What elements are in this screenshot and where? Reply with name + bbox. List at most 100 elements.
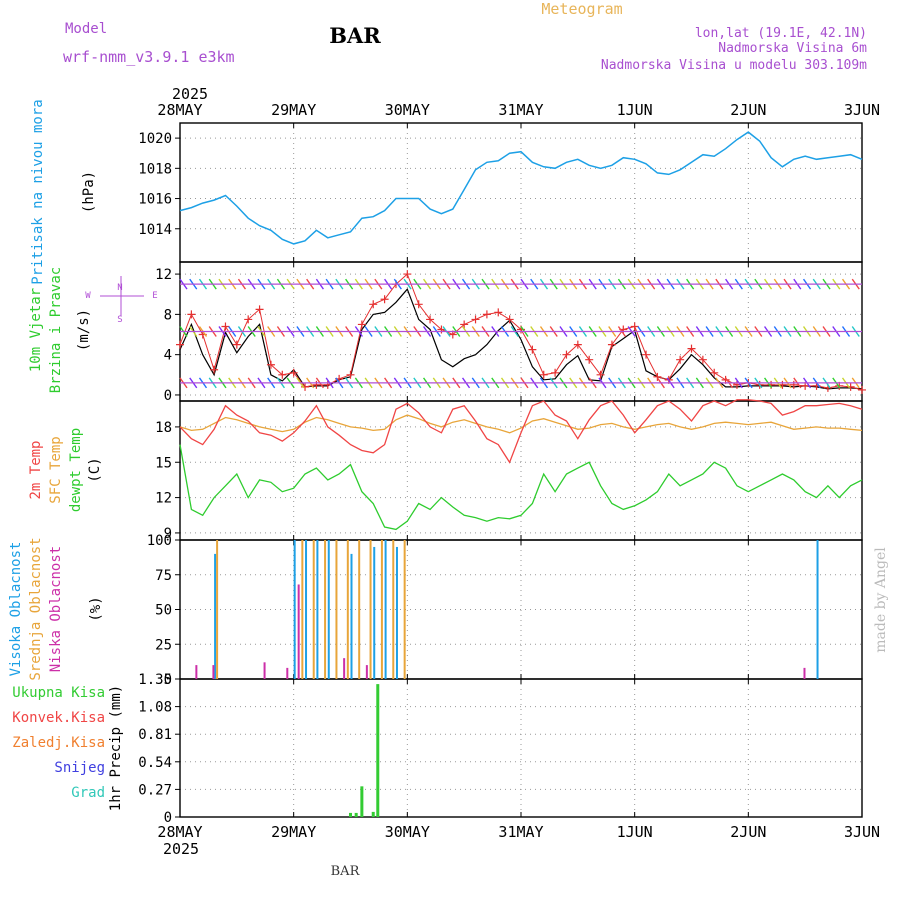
model-name: wrf-nmm_v3.9.1 e3km <box>63 48 235 66</box>
y-tick-label: 15 <box>155 455 172 471</box>
y-tick-label: 4 <box>164 348 172 364</box>
cloud-bar <box>369 540 372 679</box>
precip-legend-item: Zaledj.Kisa <box>12 735 105 751</box>
wind-gust-marker <box>687 344 696 353</box>
cloud-low-ylabel: Niska Oblacnost <box>48 546 64 672</box>
y-tick-label: 1016 <box>138 192 172 208</box>
cloud-bar <box>216 540 219 679</box>
pressure-line <box>179 131 863 245</box>
y-tick-label: 18 <box>155 420 172 436</box>
cloud-bar <box>358 540 361 679</box>
sfc-temp-ylabel: SFC Temp <box>48 436 64 503</box>
wind-gust-marker <box>676 355 685 364</box>
cloud-bar <box>312 540 315 679</box>
wind-gust-marker <box>403 270 412 279</box>
y-tick-label: 9 <box>164 526 172 542</box>
elevation-label: Nadmorska Visina 6m <box>718 41 867 56</box>
wind-ylabel-1: 10m Vjetar <box>28 288 44 372</box>
precip-bar <box>360 786 364 817</box>
x-tick-label-bottom: 2JUN <box>730 823 766 841</box>
x-tick-label-top: 1JUN <box>617 101 653 119</box>
y-tick-label: 0.54 <box>138 755 172 771</box>
cloud-bar <box>212 665 215 679</box>
x-tick-label-top: 31MAY <box>498 101 543 119</box>
x-tick-label-top: 28MAY <box>157 101 202 119</box>
wind-dir-west: W <box>85 291 91 301</box>
wind-gust-marker <box>221 322 230 331</box>
y-tick-label: 0.27 <box>138 782 172 798</box>
wind-gust-marker <box>426 315 435 324</box>
x-tick-label-bottom: 3JUN <box>844 823 880 841</box>
wind-gust-marker <box>562 350 571 359</box>
cloud-bar <box>316 540 319 679</box>
year-label-top: 2025 <box>172 85 208 103</box>
x-tick-label-bottom: 31MAY <box>498 823 543 841</box>
wind-gust-marker <box>255 305 264 314</box>
wind-gust-marker <box>607 340 616 349</box>
footer-station: BAR <box>331 864 361 879</box>
cloud-bar <box>816 540 819 679</box>
cloud-bar <box>327 540 330 679</box>
model-elevation-label: Nadmorska Visina u modelu 303.109m <box>601 58 867 73</box>
cloud-bar <box>263 662 266 679</box>
precip-bar <box>376 684 380 817</box>
cloud-bar <box>293 540 296 679</box>
precip-legend-item: Konvek.Kisa <box>12 710 105 726</box>
cloud-bar <box>380 540 383 679</box>
y-tick-label: 0 <box>164 810 172 826</box>
wind-gust-marker <box>301 382 310 391</box>
y-tick-label: 1018 <box>138 161 172 177</box>
wind-gust-marker <box>698 355 707 364</box>
wind-gust-marker <box>437 325 446 334</box>
cloud-bar <box>301 540 304 679</box>
wind-gust-marker <box>858 385 866 394</box>
wind-gust-marker <box>346 370 355 379</box>
y-tick-label: 12 <box>155 267 172 283</box>
wind-gust-marker <box>789 380 798 389</box>
precip-legend-item: Snijeg <box>54 760 105 776</box>
wind-gust-marker <box>278 370 287 379</box>
x-tick-label-top: 3JUN <box>844 101 880 119</box>
wind-gust-marker <box>380 295 389 304</box>
y-tick-label: 0 <box>164 672 172 688</box>
wind-gust-marker <box>460 320 469 329</box>
wind-dir-east: E <box>152 291 157 301</box>
year-label-bottom: 2025 <box>163 840 199 858</box>
cloud-bar <box>373 546 376 679</box>
wind-gust-marker <box>414 300 423 309</box>
cloud-bar <box>395 546 398 679</box>
cloud-bar <box>343 658 346 679</box>
y-tick-label: 50 <box>155 603 172 619</box>
cloud-bar <box>214 553 217 679</box>
x-tick-label-bottom: 28MAY <box>157 823 202 841</box>
cloud-bar <box>365 665 368 679</box>
cloud-bar <box>403 540 406 679</box>
wind-gust-marker <box>232 340 241 349</box>
x-tick-label-bottom: 29MAY <box>271 823 316 841</box>
gridlines <box>180 123 862 817</box>
wind-gust-marker <box>289 368 298 377</box>
y-tick-label: 100 <box>147 533 172 549</box>
y-tick-label: 75 <box>155 568 172 584</box>
y-tick-label: 1.08 <box>138 700 172 716</box>
wind-gust-marker <box>642 350 651 359</box>
wind-gust-marker <box>369 300 378 309</box>
wind-gust-marker <box>551 368 560 377</box>
dewpt-line <box>179 444 863 531</box>
sfc-temp-line <box>179 414 863 434</box>
wind-gust-marker <box>630 322 639 331</box>
pressure-ylabel: Pritisak na nivou mora <box>30 99 46 284</box>
credit-label: made by Angel <box>873 547 889 653</box>
wind-gust-marker <box>176 340 184 349</box>
y-tick-label: 0 <box>164 388 172 404</box>
precip-legend-item: Grad <box>71 785 105 801</box>
precip-bar <box>349 812 352 817</box>
cloud-high-ylabel: Visoka Oblacnost <box>8 542 24 677</box>
x-tick-label-top: 2JUN <box>730 101 766 119</box>
wind-gust-marker <box>266 360 275 369</box>
cloud-bar <box>286 667 289 679</box>
cloud-bar <box>350 553 353 679</box>
wind-gust-marker <box>585 355 594 364</box>
wind-gust-marker <box>312 380 321 389</box>
